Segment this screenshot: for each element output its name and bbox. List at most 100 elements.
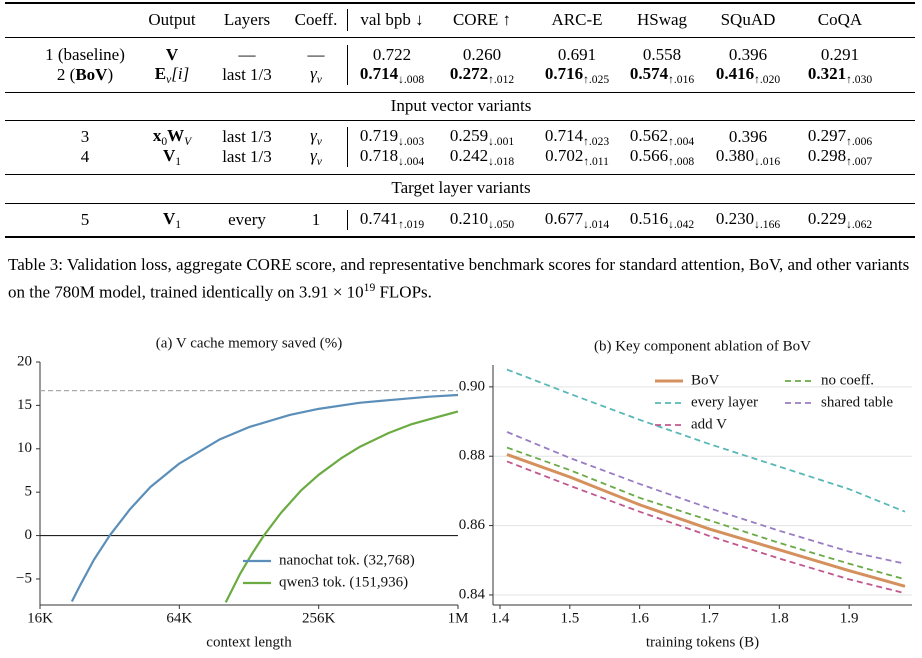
text-part: 0.298	[807, 145, 847, 165]
table-cell: 4	[81, 147, 90, 167]
text-part: 3.91 × 10	[298, 282, 364, 302]
text-part: ↓.014	[583, 218, 610, 232]
table-cell: 3	[81, 127, 90, 147]
text-part: ↑.004	[668, 135, 695, 149]
series-line	[506, 460, 906, 595]
text-part: 2 (	[56, 65, 76, 84]
table-cell: 0.691	[558, 45, 596, 65]
text-part: 0.259	[449, 125, 489, 145]
series-group	[70, 393, 458, 603]
table-cell: 0.291	[821, 45, 859, 65]
text-part: ↑.023	[583, 135, 610, 149]
text-part: last 1/3	[222, 65, 272, 84]
table-cell: 0.716↑.025	[545, 64, 609, 86]
table-cell: γv	[310, 126, 322, 148]
x-tick-label: 1.7	[700, 610, 719, 626]
text-part: 0.716	[544, 63, 584, 83]
y-tick-label: 5	[25, 484, 33, 500]
table-cell: 0.242↓.018	[450, 146, 514, 168]
legend-label: qwen3 tok. (151,936)	[279, 574, 408, 590]
series-line	[506, 368, 906, 513]
x-tick-label: 1.8	[770, 610, 789, 626]
series-line	[506, 431, 906, 565]
column-header: val bpb ↓	[360, 10, 424, 29]
text-part: 0.396	[728, 45, 768, 64]
text-part: BoV	[75, 65, 108, 84]
table-cell: 2 (BoV)	[57, 65, 113, 85]
text-part: V	[165, 45, 179, 64]
column-header: Coeff.	[294, 10, 338, 29]
table-cell: 0.396	[729, 127, 767, 147]
text-part: 0.714	[544, 125, 584, 145]
table-cell: 0.714↑.023	[545, 126, 609, 148]
column-header: CoQA	[817, 10, 863, 29]
bottom-rule	[5, 236, 915, 238]
text-part: 5	[80, 210, 90, 229]
section-rule	[5, 120, 915, 121]
text-part: 0.574	[629, 63, 669, 83]
text-part: ↑.011	[583, 155, 609, 169]
table-cell: every	[228, 210, 266, 230]
text-part: last 1/3	[222, 127, 272, 146]
text-part: 0.230	[715, 208, 755, 228]
table-cell: 0.297↑.006	[808, 126, 872, 148]
text-part: W	[167, 125, 185, 145]
text-part: ↑.006	[846, 135, 873, 149]
table-cell: x0WV	[153, 126, 191, 148]
column-separator	[347, 45, 348, 85]
text-part: ↓.062	[846, 218, 873, 232]
y-tick-label: 0.88	[459, 448, 485, 464]
table-cell: γv	[310, 146, 322, 168]
text-part: 0.562	[629, 125, 669, 145]
column-header: Layers	[223, 10, 271, 29]
table-cell: last 1/3	[222, 147, 272, 167]
section-rule	[5, 92, 915, 93]
legend-label: every layer	[691, 394, 758, 410]
table-cell: 0.562↑.004	[630, 126, 694, 148]
text-part: last 1/3	[222, 147, 272, 166]
y-tick-label: 0	[25, 527, 33, 543]
text-part: 4	[80, 147, 90, 166]
column-separator	[347, 127, 348, 167]
text-part: ↑.020	[754, 73, 781, 87]
table-cell: —	[308, 45, 325, 65]
column-separator	[347, 210, 348, 230]
y-tick-label: 20	[17, 353, 32, 369]
text-part: V	[184, 135, 192, 149]
text-part: 0.718	[359, 145, 399, 165]
text-part: 1	[175, 155, 182, 169]
table-cell: V1	[163, 146, 181, 168]
legend-label: shared table	[821, 394, 893, 410]
y-tick-label: 0.84	[459, 586, 486, 602]
section-title: Target layer variants	[391, 178, 531, 197]
text-part: v	[166, 73, 172, 87]
section-rule	[5, 203, 915, 204]
series-line	[70, 393, 458, 603]
section-rule	[5, 174, 915, 175]
text-part: v	[316, 73, 322, 87]
text-part: v	[316, 135, 322, 149]
y-tick-label: 0.86	[459, 517, 486, 533]
text-part: 19	[363, 281, 376, 294]
table-cell: 0.566↑.008	[630, 146, 694, 168]
y-tick-label: 15	[17, 397, 32, 413]
legend-label: no coeff.	[821, 372, 874, 388]
series-line	[224, 410, 458, 603]
text-part: 1	[311, 210, 321, 229]
top-rule	[5, 2, 915, 4]
column-header: Output	[148, 10, 196, 29]
series-line	[506, 453, 906, 588]
table-cell: 0.719↓.003	[360, 126, 424, 148]
text-part: ↓.001	[488, 135, 515, 149]
table-cell: V1	[163, 209, 181, 231]
text-part: ↑.012	[488, 73, 515, 87]
table-cell: Ev[i]	[155, 64, 189, 86]
y-tick-label: 10	[17, 440, 32, 456]
text-part: ↑.030	[846, 73, 873, 87]
text-part: 0.260	[462, 45, 502, 64]
table-cell: 0.574↑.016	[630, 64, 694, 86]
table-cell: 1	[312, 210, 321, 230]
column-header: CORE ↑	[452, 10, 512, 29]
text-part: 0.566	[629, 145, 669, 165]
